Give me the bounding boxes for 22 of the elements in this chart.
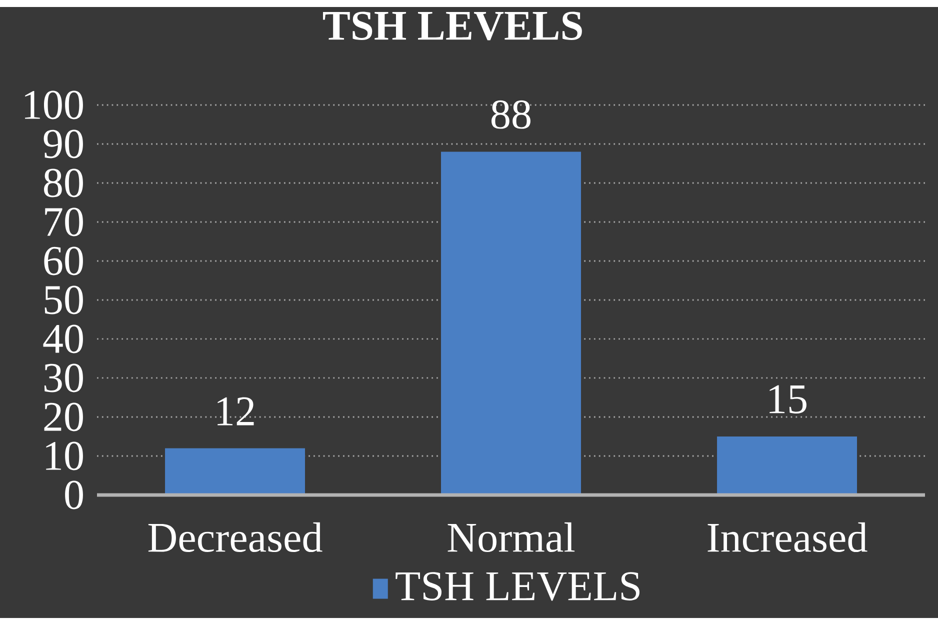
data-label: 12 [218,397,254,426]
y-tick-label: 60 [44,246,83,275]
y-tick-label: 100 [25,90,83,119]
y-tick-label: 10 [46,442,83,470]
y-tick-label: 40 [43,324,83,353]
y-tick-label: 20 [44,402,83,431]
x-tick-label: Increased [708,522,868,552]
y-tick-label: 90 [44,130,83,158]
chart-title: TSH LEVELS [323,11,582,40]
data-label: 15 [770,385,806,414]
x-tick-label: Normal [448,522,575,552]
y-tick-label: 30 [44,364,83,392]
legend-label: TSH LEVELS [396,572,640,601]
bar [441,152,582,495]
y-tick-label: 50 [44,286,83,314]
x-tick-label: Decreased [148,522,322,552]
y-tick-label: 80 [44,168,83,197]
bar [717,436,857,495]
data-label: 88 [492,100,530,129]
y-tick-label: 70 [45,208,83,236]
y-tick-label: 0 [65,480,83,509]
bar [165,448,305,495]
